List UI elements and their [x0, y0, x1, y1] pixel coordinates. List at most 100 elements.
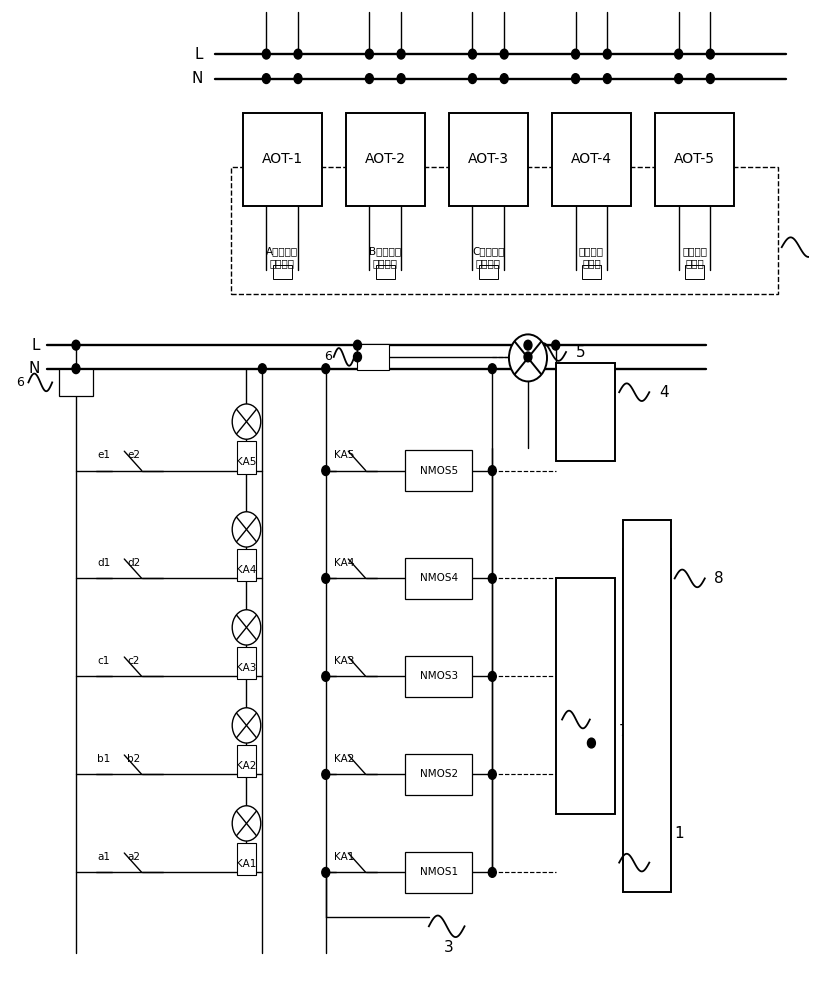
Bar	[358, 344, 389, 370]
Circle shape	[488, 466, 496, 476]
Text: 前轴温度
传感器: 前轴温度 传感器	[579, 246, 604, 268]
Text: e2: e2	[127, 450, 140, 460]
Text: NMOS5: NMOS5	[420, 466, 458, 476]
Bar	[376, 265, 395, 279]
Circle shape	[232, 404, 261, 439]
Bar	[237, 549, 256, 581]
Circle shape	[675, 74, 682, 84]
Circle shape	[501, 49, 508, 59]
Circle shape	[675, 49, 682, 59]
Circle shape	[572, 49, 580, 59]
Text: b2: b2	[127, 754, 140, 764]
Text: KA5: KA5	[236, 457, 257, 467]
Text: KA2: KA2	[334, 754, 354, 764]
Text: NMOS4: NMOS4	[420, 573, 458, 583]
Circle shape	[365, 49, 373, 59]
Text: 5: 5	[576, 345, 585, 360]
Circle shape	[509, 334, 547, 381]
Circle shape	[322, 867, 330, 877]
Bar	[345, 113, 425, 206]
Text: NMOS2: NMOS2	[420, 769, 458, 779]
Circle shape	[488, 770, 496, 779]
Text: KA1: KA1	[236, 859, 257, 869]
Bar	[582, 265, 601, 279]
Circle shape	[322, 364, 330, 374]
Circle shape	[524, 340, 532, 350]
Circle shape	[706, 49, 714, 59]
Circle shape	[232, 806, 261, 841]
Text: 4: 4	[659, 385, 668, 400]
Circle shape	[294, 74, 302, 84]
Text: AOT-2: AOT-2	[365, 152, 406, 166]
Circle shape	[232, 708, 261, 743]
Circle shape	[501, 74, 508, 84]
Text: KA5: KA5	[334, 450, 354, 460]
Text: 1: 1	[675, 826, 684, 841]
Circle shape	[263, 74, 270, 84]
Bar	[623, 549, 671, 608]
Text: d2: d2	[127, 558, 140, 568]
Bar	[556, 363, 615, 461]
Bar	[405, 450, 472, 491]
Text: e1: e1	[97, 450, 110, 460]
Text: KA4: KA4	[236, 565, 257, 575]
Bar	[243, 113, 322, 206]
Bar	[556, 578, 615, 814]
Text: 后轴温度
传感器: 后轴温度 传感器	[682, 246, 707, 268]
Circle shape	[603, 74, 611, 84]
Circle shape	[572, 74, 580, 84]
Text: KA3: KA3	[236, 663, 257, 673]
Bar	[405, 656, 472, 697]
Text: C相绕组温
度传感器: C相绕组温 度传感器	[472, 246, 505, 268]
Bar	[623, 520, 671, 892]
Circle shape	[72, 340, 80, 350]
Circle shape	[552, 340, 560, 350]
Circle shape	[468, 49, 477, 59]
Text: a2: a2	[127, 852, 140, 862]
Circle shape	[524, 352, 532, 362]
Circle shape	[365, 74, 373, 84]
Bar	[237, 647, 256, 679]
Text: L: L	[32, 338, 40, 353]
Circle shape	[322, 672, 330, 681]
Bar	[230, 167, 778, 294]
Text: 7: 7	[620, 724, 629, 739]
Text: KA1: KA1	[334, 852, 354, 862]
Text: AOT-4: AOT-4	[571, 152, 612, 166]
Bar	[405, 558, 472, 599]
Bar	[237, 441, 256, 474]
Circle shape	[322, 466, 330, 476]
Text: N: N	[29, 361, 40, 376]
Circle shape	[259, 364, 266, 374]
Bar	[237, 843, 256, 875]
Text: N: N	[192, 71, 203, 86]
Circle shape	[354, 352, 362, 362]
Bar	[685, 265, 704, 279]
Bar	[273, 265, 292, 279]
Text: b1: b1	[97, 754, 111, 764]
Bar	[405, 852, 472, 893]
Text: 6: 6	[17, 376, 25, 389]
Text: AOT-5: AOT-5	[674, 152, 715, 166]
Circle shape	[587, 738, 596, 748]
Text: KA4: KA4	[334, 558, 354, 568]
Circle shape	[232, 610, 261, 645]
Circle shape	[354, 340, 362, 350]
Text: KA2: KA2	[236, 761, 257, 771]
Circle shape	[397, 49, 405, 59]
Text: AOT-1: AOT-1	[262, 152, 302, 166]
Text: 8: 8	[714, 571, 724, 586]
Circle shape	[263, 49, 270, 59]
Text: L: L	[194, 47, 203, 62]
Bar	[552, 113, 631, 206]
Text: c2: c2	[128, 656, 140, 666]
Bar	[449, 113, 528, 206]
Circle shape	[397, 74, 405, 84]
Text: AOT-3: AOT-3	[468, 152, 509, 166]
Circle shape	[322, 574, 330, 583]
Circle shape	[706, 74, 714, 84]
Bar	[655, 113, 734, 206]
Text: B相绕组温
度传感器: B相绕组温 度传感器	[369, 246, 401, 268]
Text: 3: 3	[444, 940, 453, 955]
Text: A相绕组温
度传感器: A相绕组温 度传感器	[266, 246, 298, 268]
